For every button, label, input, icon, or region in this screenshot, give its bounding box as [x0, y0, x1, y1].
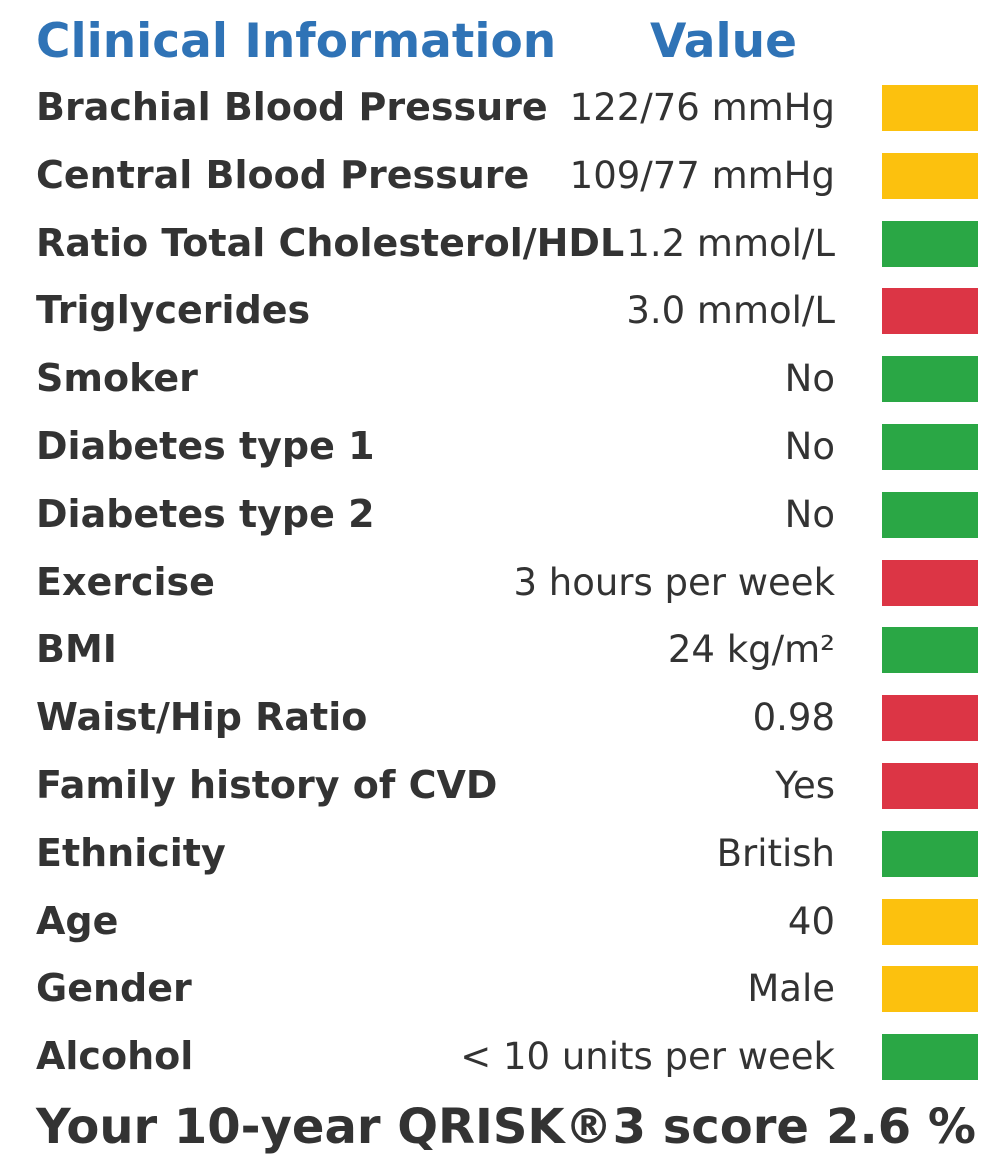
status-indicator — [882, 356, 978, 403]
table-row: Alcohol < 10 units per week — [0, 1023, 1000, 1091]
row-label: BMI — [36, 627, 117, 672]
status-indicator — [882, 85, 978, 131]
row-value: Male — [747, 967, 835, 1011]
column-header-value: Value — [650, 14, 797, 69]
row-label: Triglycerides — [36, 288, 311, 333]
row-value: Yes — [775, 763, 835, 807]
row-value: 24 kg/m² — [667, 628, 835, 672]
table-row: Triglycerides 3.0 mmol/L — [0, 277, 1000, 345]
status-indicator — [882, 627, 978, 674]
table-row: Ethnicity British — [0, 820, 1000, 888]
row-label: Gender — [36, 966, 192, 1011]
table-row: Diabetes type 2 No — [0, 481, 1000, 549]
status-indicator — [882, 152, 978, 199]
table-row: Ratio Total Cholesterol/HDL 1.2 mmol/L — [0, 210, 1000, 278]
row-label: Diabetes type 1 — [36, 423, 375, 468]
row-label: Age — [36, 898, 119, 943]
row-value: 0.98 — [752, 696, 835, 740]
status-indicator — [882, 762, 978, 809]
qrisk-score-label: Your 10-year QRISK®3 score — [36, 1099, 809, 1155]
status-indicator — [882, 898, 978, 945]
table-header: Clinical Information Value — [0, 10, 1000, 74]
row-value: 1.2 mmol/L — [626, 221, 835, 265]
row-label: Ethnicity — [36, 830, 226, 875]
row-value: < 10 units per week — [460, 1035, 835, 1079]
table-row: Diabetes type 1 No — [0, 413, 1000, 481]
table-row: Brachial Blood Pressure 122/76 mmHg — [0, 74, 1000, 142]
status-indicator — [882, 288, 978, 335]
row-label: Alcohol — [36, 1034, 194, 1079]
table-row: Age 40 — [0, 888, 1000, 956]
status-indicator — [882, 966, 978, 1013]
status-indicator — [882, 830, 978, 877]
row-value: No — [784, 357, 835, 401]
qrisk-score-summary: Your 10-year QRISK®3 score 2.6 % — [0, 1090, 1000, 1164]
clinical-info-list: Brachial Blood Pressure 122/76 mmHg Cent… — [0, 74, 1000, 1091]
table-row: Exercise 3 hours per week — [0, 549, 1000, 617]
row-value: 3.0 mmol/L — [626, 289, 835, 333]
status-indicator — [882, 1034, 978, 1081]
row-value: British — [716, 831, 835, 875]
row-label: Ratio Total Cholesterol/HDL — [36, 220, 625, 265]
status-indicator — [882, 559, 978, 606]
row-value: No — [784, 424, 835, 468]
row-label: Smoker — [36, 356, 198, 401]
table-row: Waist/Hip Ratio 0.98 — [0, 684, 1000, 752]
status-indicator — [882, 423, 978, 470]
row-value: No — [784, 492, 835, 536]
status-indicator — [882, 491, 978, 538]
row-label: Family history of CVD — [36, 762, 498, 807]
row-value: 3 hours per week — [513, 560, 835, 604]
row-label: Diabetes type 2 — [36, 491, 375, 536]
table-row: Family history of CVD Yes — [0, 752, 1000, 820]
status-indicator — [882, 220, 978, 267]
row-value: 122/76 mmHg — [569, 86, 835, 129]
table-row: Gender Male — [0, 955, 1000, 1023]
row-label: Brachial Blood Pressure — [36, 85, 548, 129]
table-row: BMI 24 kg/m² — [0, 616, 1000, 684]
row-label: Waist/Hip Ratio — [36, 695, 368, 740]
column-header-clinical-information: Clinical Information — [36, 14, 557, 69]
row-label: Central Blood Pressure — [36, 152, 530, 197]
table-row: Central Blood Pressure 109/77 mmHg — [0, 142, 1000, 210]
row-value: 109/77 mmHg — [569, 153, 835, 197]
qrisk-score-value: 2.6 % — [826, 1099, 976, 1155]
row-value: 40 — [787, 899, 835, 943]
row-label: Exercise — [36, 559, 215, 604]
status-indicator — [882, 695, 978, 742]
table-row: Smoker No — [0, 345, 1000, 413]
